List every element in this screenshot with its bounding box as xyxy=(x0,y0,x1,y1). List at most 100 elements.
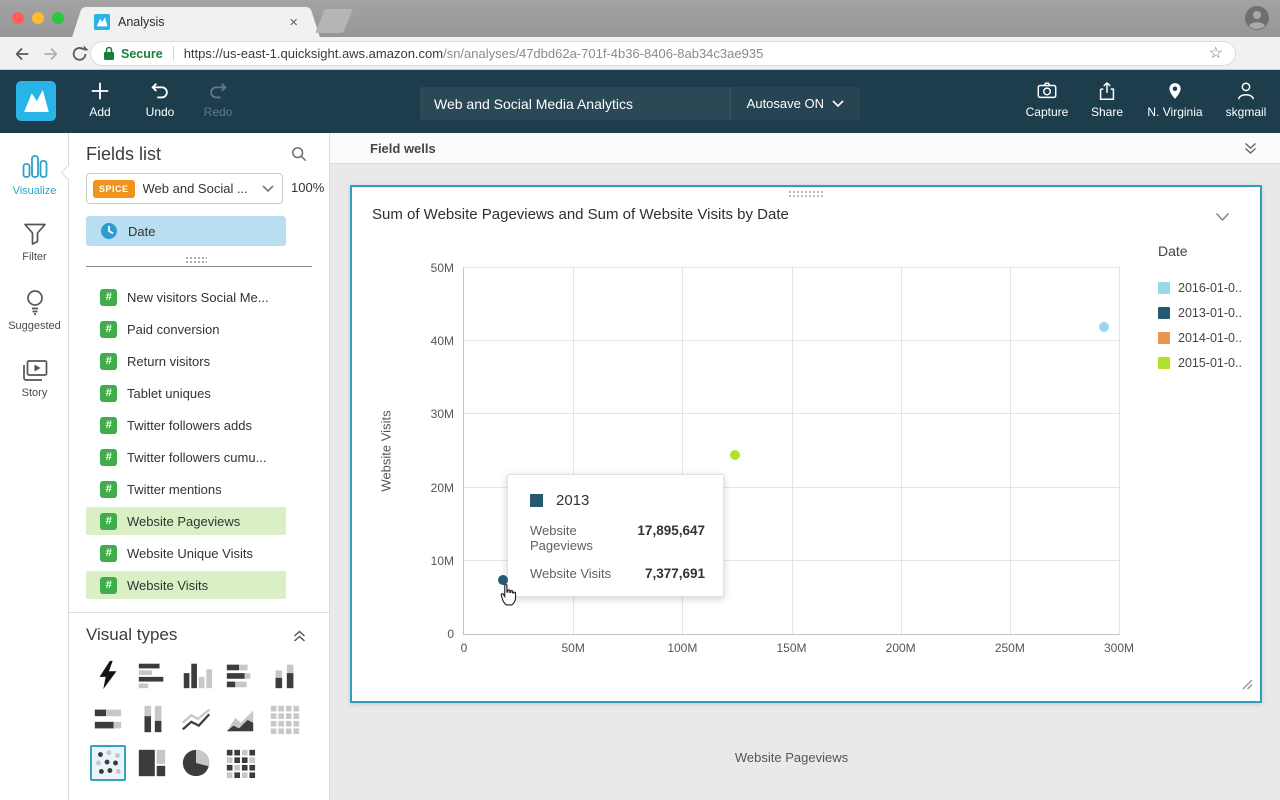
numeric-field-icon: # xyxy=(100,320,117,338)
sidebar-item-suggested[interactable]: Suggested xyxy=(0,288,69,332)
data-point-2015[interactable] xyxy=(729,449,740,460)
region-label: N. Virginia xyxy=(1147,105,1203,119)
chevron-down-icon xyxy=(832,99,844,108)
back-icon[interactable] xyxy=(12,44,32,64)
user-menu-button[interactable]: skgmail xyxy=(1211,80,1280,119)
data-point-2016[interactable] xyxy=(1098,321,1109,332)
dataset-selector[interactable]: SPICE Web and Social ... xyxy=(86,173,283,204)
gridline xyxy=(573,268,575,634)
reload-icon[interactable] xyxy=(70,44,90,64)
plus-icon xyxy=(88,80,112,102)
gridline xyxy=(791,268,793,634)
region-button[interactable]: N. Virginia xyxy=(1140,80,1210,119)
visual-type-tree-map[interactable] xyxy=(134,745,170,781)
collapse-panel-icon[interactable] xyxy=(292,629,307,649)
visual-type-scatter-plot[interactable] xyxy=(90,745,126,781)
minimize-window-button[interactable] xyxy=(32,12,44,24)
visual-type-area-chart[interactable] xyxy=(222,701,258,737)
capture-button[interactable]: Capture xyxy=(1012,80,1082,119)
close-window-button[interactable] xyxy=(12,12,24,24)
quicksight-logo[interactable] xyxy=(16,81,56,121)
visual-type-horizontal-100-stacked-bar[interactable] xyxy=(90,701,126,737)
numeric-field-icon: # xyxy=(100,352,117,370)
numeric-field-icon: # xyxy=(100,544,117,562)
browser-tab[interactable]: Analysis × xyxy=(84,7,308,37)
legend-entry[interactable]: 2013-01-0.. xyxy=(1158,300,1258,325)
add-button[interactable]: Add xyxy=(76,80,124,119)
field-item[interactable]: # New visitors Social Me... xyxy=(86,283,286,311)
visual-type-pivot-table[interactable] xyxy=(266,701,302,737)
data-point-2013[interactable] xyxy=(498,575,509,585)
hand-cursor xyxy=(498,581,520,611)
share-button[interactable]: Share xyxy=(1072,80,1142,119)
legend-entry[interactable]: 2014-01-0.. xyxy=(1158,325,1258,350)
visual-type-heat-map[interactable] xyxy=(222,745,258,781)
new-tab-button[interactable] xyxy=(315,9,353,33)
autosave-label: Autosave ON xyxy=(746,96,824,111)
sidebar-item-story[interactable]: Story xyxy=(0,359,69,399)
numeric-field-icon: # xyxy=(100,416,117,434)
visual-type-line-chart[interactable] xyxy=(178,701,214,737)
sidebar-item-visualize[interactable]: Visualize xyxy=(0,153,69,197)
field-wells-bar[interactable]: Field wells xyxy=(330,133,1280,164)
panel-divider-handle[interactable] xyxy=(185,256,207,263)
visual-type-auto-graph[interactable] xyxy=(90,657,126,693)
field-label: Return visitors xyxy=(127,353,211,369)
visual-type-horizontal-bar[interactable] xyxy=(134,657,170,693)
visual-type-vertical-100-stacked-bar[interactable] xyxy=(134,701,170,737)
browser-profile-avatar[interactable] xyxy=(1244,5,1270,31)
legend-entries: 2016-01-0.. 2013-01-0.. 2014-01-0.. 2015-01… xyxy=(1158,275,1258,375)
autosave-dropdown[interactable]: Autosave ON xyxy=(729,87,860,120)
zoom-window-button[interactable] xyxy=(52,12,64,24)
field-label: Website Unique Visits xyxy=(127,545,253,561)
window-controls[interactable] xyxy=(12,12,64,24)
resize-handle-icon[interactable] xyxy=(1241,678,1254,696)
legend-label: 2016-01-0.. xyxy=(1178,280,1242,295)
y-tick-label: 40M xyxy=(430,334,454,349)
visual-type-vertical-stacked-bar[interactable] xyxy=(266,657,302,693)
visual-drag-handle[interactable] xyxy=(788,190,824,197)
field-item-date[interactable]: Date xyxy=(86,216,286,246)
visual-type-pie-chart[interactable] xyxy=(178,745,214,781)
numeric-field-icon: # xyxy=(100,448,117,466)
visual-type-horizontal-stacked-bar[interactable] xyxy=(222,657,258,693)
analysis-title[interactable]: Web and Social Media Analytics xyxy=(434,95,633,112)
x-tick-label: 50M xyxy=(561,641,585,655)
field-item[interactable]: # Website Visits xyxy=(86,571,286,599)
sidebar-item-filter[interactable]: Filter xyxy=(0,221,69,263)
x-tick-label: 300M xyxy=(1103,641,1135,655)
tooltip-row: Website Pageviews 17,895,647 xyxy=(530,523,705,553)
legend-swatch xyxy=(1158,306,1170,319)
dataset-name: Web and Social ... xyxy=(142,181,248,196)
field-item[interactable]: # Paid conversion xyxy=(86,315,286,343)
horizontal-100-stacked-bar-icon xyxy=(92,703,124,735)
bookmark-star-icon[interactable]: ☆ xyxy=(1208,44,1223,62)
field-item[interactable]: # Twitter mentions xyxy=(86,475,286,503)
redo-button[interactable]: Redo xyxy=(194,80,242,119)
search-icon[interactable] xyxy=(291,146,307,167)
plot-area[interactable]: 0 50M 100M 150M 200M 250M 300M 0 10M 20M 30M 40M 50M xyxy=(431,261,1134,655)
visual-card[interactable]: Sum of Website Pageviews and Sum of Webs… xyxy=(350,185,1262,765)
field-item[interactable]: # Website Pageviews xyxy=(86,507,286,535)
field-item[interactable]: # Tablet uniques xyxy=(86,379,286,407)
spice-progress: 100% xyxy=(291,180,325,195)
gridline xyxy=(464,340,1119,342)
visual-menu-chevron-icon[interactable] xyxy=(1215,209,1230,227)
x-tick-label: 250M xyxy=(994,641,1025,655)
forward-icon[interactable] xyxy=(41,44,61,64)
share-label: Share xyxy=(1090,105,1124,119)
visual-type-vertical-bar[interactable] xyxy=(178,657,214,693)
field-item[interactable]: # Return visitors xyxy=(86,347,286,375)
legend-entry[interactable]: 2015-01-0.. xyxy=(1158,350,1258,375)
legend-entry[interactable]: 2016-01-0.. xyxy=(1158,275,1258,300)
field-item[interactable]: # Twitter followers adds xyxy=(86,411,286,439)
url-separator xyxy=(172,46,174,61)
line-chart-icon xyxy=(180,703,212,735)
expand-field-wells-icon[interactable] xyxy=(1243,141,1258,161)
legend-label: 2015-01-0.. xyxy=(1178,355,1242,370)
undo-button[interactable]: Undo xyxy=(136,80,184,119)
field-item[interactable]: # Twitter followers cumu... xyxy=(86,443,286,471)
address-bar[interactable]: Secure https://us-east-1.quicksight.aws.… xyxy=(90,41,1236,66)
field-item[interactable]: # Website Unique Visits xyxy=(86,539,286,567)
tab-close-icon[interactable]: × xyxy=(289,13,298,31)
